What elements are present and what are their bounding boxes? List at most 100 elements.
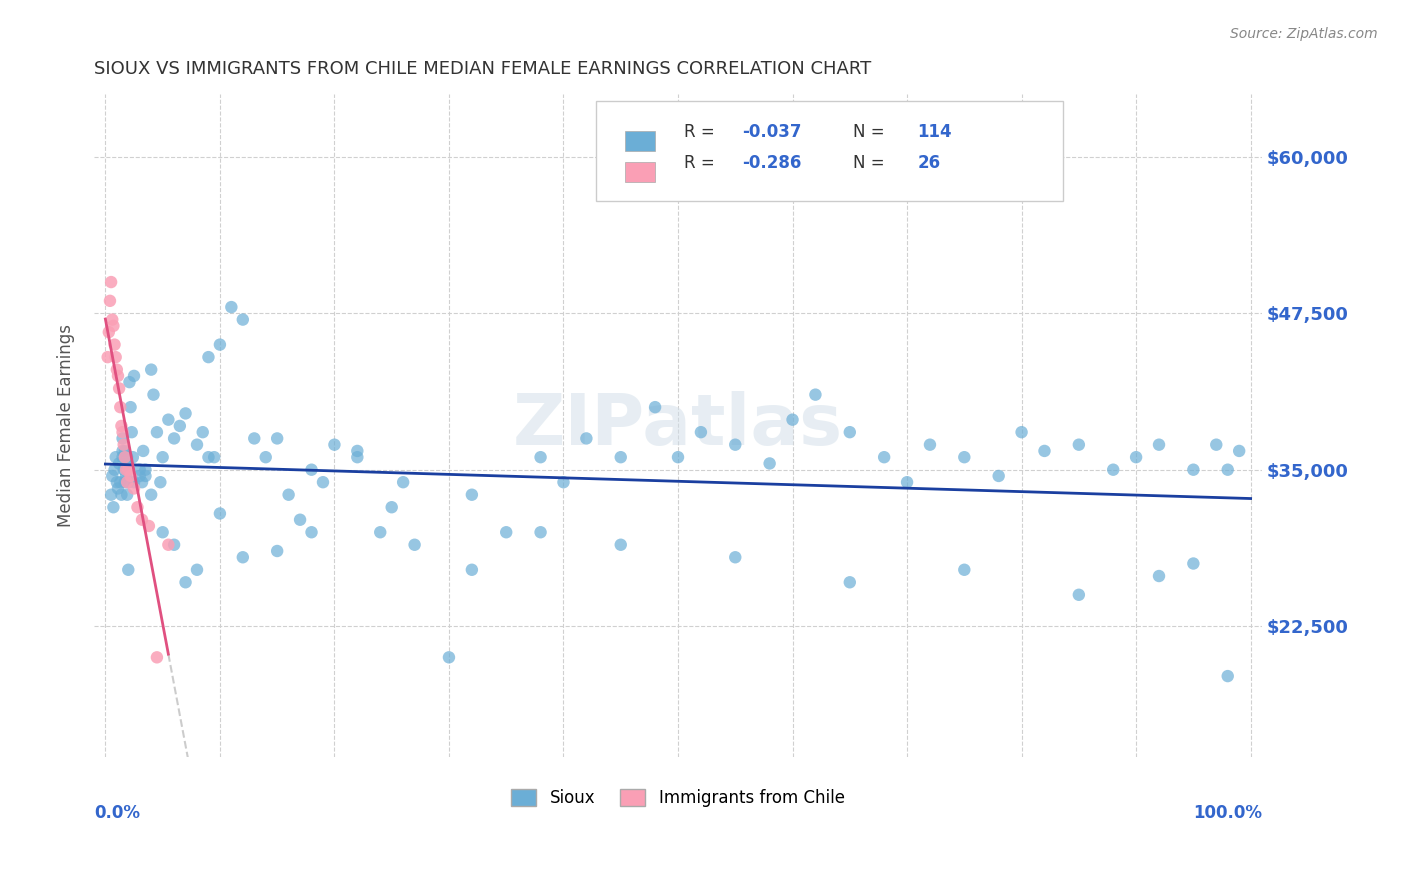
Point (127, 500, 149, 515)
Point (114, 450, 136, 465)
Point (277, 488, 299, 502)
Point (1216, 669, 1239, 683)
Point (163, 538, 186, 552)
Point (666, 450, 689, 465)
Point (107, 482, 129, 496)
Point (838, 425, 860, 439)
Point (461, 488, 484, 502)
Point (128, 469, 150, 483)
Point (1011, 425, 1033, 439)
Point (115, 450, 138, 465)
Point (208, 507, 231, 521)
Point (131, 513, 153, 527)
Point (120, 400, 142, 414)
Point (110, 418, 132, 433)
Point (103, 337, 125, 351)
Text: 100.0%: 100.0% (1194, 804, 1263, 822)
Point (243, 432, 266, 446)
Text: 26: 26 (918, 153, 941, 172)
Point (553, 475, 575, 490)
Point (1147, 569, 1170, 583)
Point (110, 475, 132, 490)
Point (169, 418, 191, 433)
Point (724, 438, 747, 452)
Point (103, 500, 125, 515)
Text: R =: R = (683, 122, 720, 141)
Point (122, 450, 145, 465)
Point (1216, 463, 1239, 477)
Bar (626, 162, 655, 182)
Point (301, 463, 323, 477)
Point (1182, 557, 1205, 571)
Point (495, 525, 517, 540)
Point (323, 438, 346, 452)
Point (98, 293, 121, 308)
Point (312, 475, 335, 490)
Point (107, 368, 129, 383)
Point (953, 450, 976, 465)
Text: N =: N = (853, 122, 890, 141)
Point (953, 563, 976, 577)
Point (1125, 450, 1147, 465)
Point (174, 575, 197, 590)
Point (529, 450, 551, 465)
Point (132, 444, 155, 458)
Point (529, 525, 551, 540)
Point (111, 444, 134, 458)
Point (157, 412, 180, 426)
Point (644, 400, 666, 414)
Point (1067, 588, 1090, 602)
Point (609, 450, 631, 465)
Point (105, 362, 128, 376)
Point (1147, 438, 1170, 452)
Point (232, 312, 254, 326)
Point (146, 425, 169, 439)
Point (221, 300, 243, 314)
Point (138, 519, 160, 533)
Point (202, 450, 225, 465)
Point (115, 463, 138, 477)
Point (609, 538, 631, 552)
Point (1067, 438, 1090, 452)
Point (266, 432, 288, 446)
Legend: Sioux, Immigrants from Chile: Sioux, Immigrants from Chile (503, 780, 853, 815)
Point (108, 457, 131, 471)
Point (392, 475, 415, 490)
Point (103, 318, 125, 333)
Point (111, 450, 134, 465)
Point (100, 488, 122, 502)
Point (110, 488, 132, 502)
Point (197, 350, 219, 364)
Point (115, 469, 138, 483)
Point (896, 475, 918, 490)
Point (1033, 444, 1056, 458)
Point (575, 432, 598, 446)
Point (104, 350, 127, 364)
Point (346, 444, 368, 458)
Text: -0.286: -0.286 (742, 153, 801, 172)
Point (117, 463, 139, 477)
Bar (626, 131, 655, 151)
Point (838, 575, 860, 590)
Point (758, 457, 780, 471)
Point (114, 444, 136, 458)
Point (381, 500, 404, 515)
Point (122, 368, 145, 383)
Point (111, 432, 134, 446)
Point (101, 312, 124, 326)
Point (122, 482, 145, 496)
Text: N =: N = (853, 153, 890, 172)
Point (157, 538, 180, 552)
Point (346, 450, 368, 465)
Point (97, 350, 120, 364)
Point (1182, 463, 1205, 477)
Text: R =: R = (683, 153, 720, 172)
Point (873, 450, 896, 465)
Point (191, 425, 214, 439)
Point (804, 387, 827, 401)
Point (461, 563, 484, 577)
Point (186, 438, 208, 452)
Point (690, 425, 713, 439)
Text: ZIPatlas: ZIPatlas (513, 392, 844, 460)
Point (288, 513, 311, 527)
